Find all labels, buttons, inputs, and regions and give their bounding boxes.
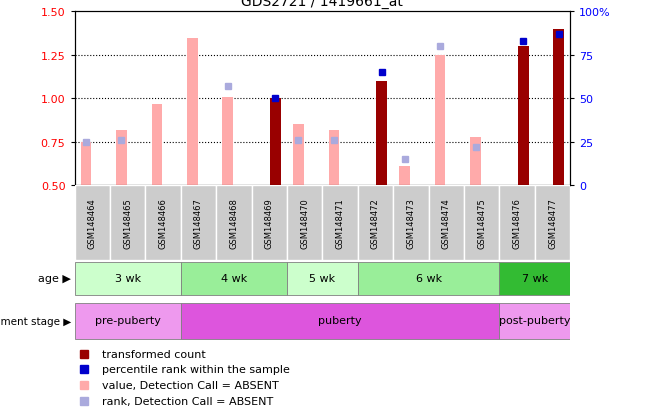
Bar bbox=[152, 104, 162, 186]
Text: GSM148474: GSM148474 bbox=[442, 198, 451, 248]
FancyBboxPatch shape bbox=[358, 262, 500, 296]
Bar bbox=[435, 56, 445, 186]
Text: 3 wk: 3 wk bbox=[115, 273, 141, 283]
Text: 4 wk: 4 wk bbox=[221, 273, 247, 283]
Text: GSM148477: GSM148477 bbox=[548, 198, 557, 248]
FancyBboxPatch shape bbox=[181, 304, 500, 339]
Text: GSM148470: GSM148470 bbox=[300, 198, 309, 248]
Text: GSM148464: GSM148464 bbox=[87, 198, 97, 248]
Bar bbox=[470, 137, 481, 186]
Text: age ▶: age ▶ bbox=[38, 274, 71, 284]
Text: 7 wk: 7 wk bbox=[522, 273, 548, 283]
Text: GSM148466: GSM148466 bbox=[159, 198, 168, 248]
Bar bbox=[81, 142, 91, 186]
FancyBboxPatch shape bbox=[75, 186, 110, 260]
FancyBboxPatch shape bbox=[287, 262, 358, 296]
Bar bbox=[553, 30, 564, 186]
Text: GSM148476: GSM148476 bbox=[513, 198, 522, 248]
Text: GSM148467: GSM148467 bbox=[194, 198, 203, 248]
Text: GSM148473: GSM148473 bbox=[406, 198, 415, 248]
Text: GSM148472: GSM148472 bbox=[371, 198, 380, 248]
Text: 6 wk: 6 wk bbox=[415, 273, 442, 283]
FancyBboxPatch shape bbox=[535, 186, 570, 260]
Text: rank, Detection Call = ABSENT: rank, Detection Call = ABSENT bbox=[102, 396, 273, 406]
FancyBboxPatch shape bbox=[393, 186, 428, 260]
Bar bbox=[399, 167, 410, 186]
Text: percentile rank within the sample: percentile rank within the sample bbox=[102, 364, 290, 374]
FancyBboxPatch shape bbox=[322, 186, 358, 260]
Text: pre-puberty: pre-puberty bbox=[95, 316, 161, 325]
Text: GSM148469: GSM148469 bbox=[265, 198, 273, 248]
FancyBboxPatch shape bbox=[464, 186, 500, 260]
Text: GSM148465: GSM148465 bbox=[123, 198, 132, 248]
Bar bbox=[116, 131, 127, 186]
Bar bbox=[270, 99, 281, 186]
Bar bbox=[187, 38, 198, 186]
FancyBboxPatch shape bbox=[500, 304, 570, 339]
FancyBboxPatch shape bbox=[110, 186, 145, 260]
Text: value, Detection Call = ABSENT: value, Detection Call = ABSENT bbox=[102, 380, 279, 390]
FancyBboxPatch shape bbox=[216, 186, 251, 260]
Text: transformed count: transformed count bbox=[102, 349, 205, 359]
Bar bbox=[518, 47, 529, 186]
FancyBboxPatch shape bbox=[181, 262, 287, 296]
Text: development stage ▶: development stage ▶ bbox=[0, 316, 71, 326]
Text: post-puberty: post-puberty bbox=[499, 316, 571, 325]
Text: GSM148468: GSM148468 bbox=[229, 198, 238, 248]
FancyBboxPatch shape bbox=[500, 262, 570, 296]
FancyBboxPatch shape bbox=[287, 186, 322, 260]
FancyBboxPatch shape bbox=[75, 304, 181, 339]
FancyBboxPatch shape bbox=[500, 186, 535, 260]
Bar bbox=[293, 125, 304, 186]
Text: GSM148475: GSM148475 bbox=[477, 198, 486, 248]
FancyBboxPatch shape bbox=[181, 186, 216, 260]
Title: GDS2721 / 1419661_at: GDS2721 / 1419661_at bbox=[242, 0, 403, 9]
Bar bbox=[329, 131, 339, 186]
Text: puberty: puberty bbox=[318, 316, 362, 325]
FancyBboxPatch shape bbox=[251, 186, 287, 260]
FancyBboxPatch shape bbox=[145, 186, 181, 260]
FancyBboxPatch shape bbox=[358, 186, 393, 260]
FancyBboxPatch shape bbox=[428, 186, 464, 260]
Bar bbox=[376, 82, 387, 186]
Bar bbox=[222, 97, 233, 186]
FancyBboxPatch shape bbox=[75, 262, 181, 296]
Text: 5 wk: 5 wk bbox=[309, 273, 336, 283]
Text: GSM148471: GSM148471 bbox=[336, 198, 345, 248]
